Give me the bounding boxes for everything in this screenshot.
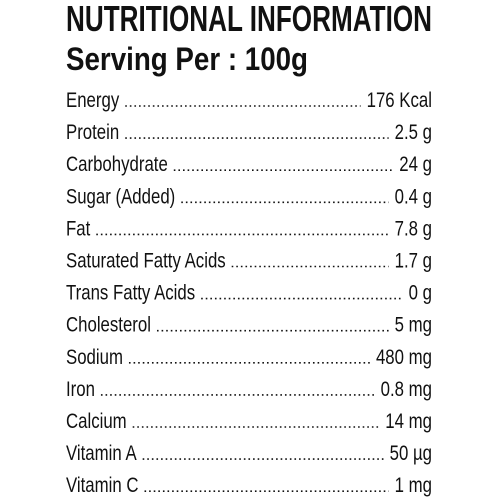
nutrient-name: Vitamin A: [66, 442, 137, 465]
subtitle: Serving Per : 100g: [66, 41, 308, 77]
nutrient-value: 0.8 mg: [381, 378, 432, 401]
title: NUTRITIONAL INFORMATION: [66, 0, 432, 39]
nutrient-value: 480 mg: [376, 346, 432, 369]
nutrient-value: 7.8 g: [395, 217, 432, 240]
nutrient-value: 1.7 g: [395, 250, 432, 273]
nutrient-name: Carbohydrate: [66, 153, 168, 176]
nutrient-name: Sodium: [66, 346, 123, 369]
nutrient-name: Trans Fatty Acids: [66, 282, 195, 305]
nutrient-name: Cholesterol: [66, 314, 151, 337]
nutrient-name: Fat: [66, 217, 90, 240]
nutrient-value: 0 g: [409, 282, 432, 305]
nutrient-value: 176 Kcal: [367, 89, 432, 112]
nutrient-value: 50 µg: [390, 442, 432, 465]
nutrient-name: Protein: [66, 121, 119, 144]
nutrient-value: 1 mg: [395, 474, 432, 497]
nutrient-rows: Energy 176 Kcal Protein 2.5 g Carbohydrate 24…: [66, 89, 432, 497]
nutrient-value: 5 mg: [395, 314, 432, 337]
nutrient-name: Calcium: [66, 410, 127, 433]
nutrient-value: 2.5 g: [395, 121, 432, 144]
nutrient-name: Sugar (Added): [66, 185, 175, 208]
nutrient-name: Vitamin C: [66, 474, 139, 497]
nutrient-name: Energy: [66, 89, 120, 112]
nutrient-name: Saturated Fatty Acids: [66, 250, 226, 273]
nutrient-value: 14 mg: [385, 410, 432, 433]
nutrient-value: 24 g: [399, 153, 432, 176]
nutrient-value: 0.4 g: [395, 185, 432, 208]
nutrient-name: Iron: [66, 378, 95, 401]
